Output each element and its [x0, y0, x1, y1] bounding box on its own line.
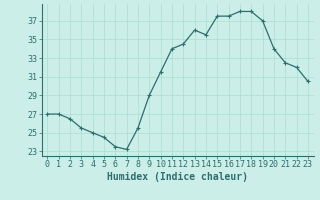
X-axis label: Humidex (Indice chaleur): Humidex (Indice chaleur): [107, 172, 248, 182]
